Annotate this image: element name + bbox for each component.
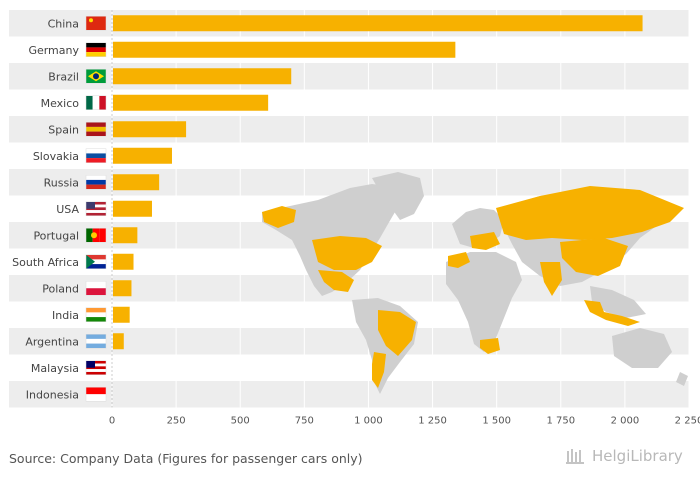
flag-brazil-icon (85, 69, 107, 84)
x-tick-label: 1 750 (546, 416, 575, 427)
row-band (9, 328, 689, 355)
flag-spain-icon (85, 122, 107, 137)
row-band (9, 381, 689, 408)
flag-mexico-icon (85, 95, 107, 110)
library-building-icon (566, 449, 584, 464)
bar-south-africa[interactable] (113, 253, 134, 270)
x-tick-label: 1 000 (354, 416, 383, 427)
map-portugal-spain (448, 252, 470, 268)
row-band (9, 116, 689, 143)
bar-spain[interactable] (113, 121, 187, 138)
bar-slovakia[interactable] (113, 147, 172, 164)
flags (85, 16, 107, 402)
bar-germany[interactable] (113, 41, 456, 58)
category-label: Russia (44, 176, 79, 189)
bar-india[interactable] (113, 306, 130, 323)
category-label: USA (56, 203, 79, 216)
logo-text: HelgiLibrary (592, 447, 683, 465)
bar-brazil[interactable] (113, 68, 292, 85)
category-label: Poland (42, 282, 79, 295)
flag-usa-icon (85, 201, 107, 216)
map-africa (446, 252, 522, 352)
map-southeast-asia (590, 286, 646, 318)
bar-poland[interactable] (113, 280, 132, 297)
bar-chart: China Germany Brazil Mexico Spain Slovakia Rus… (9, 10, 700, 427)
flag-portugal-icon (85, 228, 107, 243)
map-india (540, 262, 562, 296)
category-label: Spain (48, 123, 79, 136)
bar-argentina[interactable] (113, 333, 124, 350)
map-south-africa (480, 338, 500, 354)
map-malaysia-indonesia (584, 300, 640, 326)
x-tick-label: 250 (167, 416, 186, 427)
category-label: Indonesia (26, 388, 79, 401)
map-russia (496, 186, 684, 240)
row-band (9, 63, 689, 90)
map-argentina (372, 352, 386, 388)
category-label: India (52, 309, 79, 322)
flag-germany-icon (85, 42, 107, 57)
map-australia (612, 328, 672, 368)
flag-india-icon (85, 307, 107, 322)
x-tick-label: 500 (231, 416, 250, 427)
flag-south-africa-icon (85, 254, 107, 269)
category-label: China (48, 17, 79, 30)
world-map (262, 172, 688, 394)
map-china (560, 238, 628, 276)
flag-malaysia-icon (85, 360, 107, 375)
helgi-library-logo: HelgiLibrary (566, 447, 683, 465)
flag-slovakia-icon (85, 148, 107, 163)
flag-russia-icon (85, 175, 107, 190)
bar-russia[interactable] (113, 174, 160, 191)
map-greenland (372, 172, 424, 220)
bar-mexico[interactable] (113, 94, 269, 111)
map-germany-poland-slovakia (470, 232, 500, 250)
flag-china-icon (85, 16, 107, 31)
source-note: Source: Company Data (Figures for passen… (9, 451, 363, 466)
map-alaska-usa (262, 206, 296, 228)
map-new-zealand (676, 372, 688, 386)
category-label: Slovakia (33, 150, 79, 163)
map-usa (312, 236, 382, 270)
x-tick-label: 1 250 (418, 416, 447, 427)
bar-portugal[interactable] (113, 227, 138, 244)
flag-poland-icon (85, 281, 107, 296)
bar-china[interactable] (113, 15, 643, 32)
category-label: Portugal (33, 229, 79, 242)
flag-indonesia-icon (85, 387, 107, 402)
x-tick-label: 750 (295, 416, 314, 427)
category-label: Mexico (41, 97, 80, 110)
category-label: Malaysia (31, 362, 79, 375)
category-label: Germany (28, 44, 79, 57)
map-brazil (378, 310, 416, 356)
flag-argentina-icon (85, 334, 107, 349)
bars (113, 15, 643, 350)
x-axis-ticks: 0 250 500 750 1 000 1 250 1 500 1 750 2 000 2 250 (109, 416, 700, 427)
category-label: Argentina (25, 335, 79, 348)
x-tick-label: 0 (109, 416, 115, 427)
category-label: Brazil (48, 70, 79, 83)
x-tick-label: 1 500 (482, 416, 511, 427)
category-labels: China Germany Brazil Mexico Spain Slovakia Rus… (12, 17, 79, 401)
x-tick-label: 2 000 (611, 416, 640, 427)
x-tick-label: 2 250 (675, 416, 700, 427)
map-mexico (318, 270, 354, 292)
category-label: South Africa (12, 256, 79, 269)
bar-usa[interactable] (113, 200, 152, 217)
